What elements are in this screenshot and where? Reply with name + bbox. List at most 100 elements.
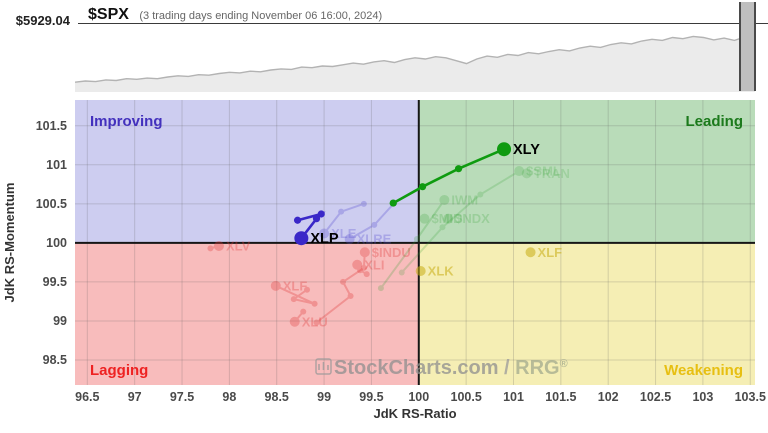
- series-ticker-label[interactable]: XLY: [513, 142, 540, 158]
- ghost-tail-dot: [371, 221, 378, 228]
- ghost-ticker-dot[interactable]: [419, 213, 430, 224]
- ghost-series-xli: XLI: [352, 257, 384, 278]
- ghost-ticker-dot[interactable]: [443, 213, 454, 224]
- y-tick-label: 100: [46, 236, 67, 250]
- x-tick-label: 103: [692, 390, 713, 404]
- ghost-tail-dot: [338, 208, 345, 215]
- ghost-ticker-dot[interactable]: [514, 166, 525, 177]
- ghost-ticker-dot[interactable]: [270, 280, 281, 291]
- ghost-tail-dot: [347, 292, 354, 299]
- ghost-series-iwm: IWM: [377, 192, 478, 292]
- x-tick-label: 98: [222, 390, 236, 404]
- ghost-series-indu: $INDU: [313, 245, 411, 326]
- series-tail-dot: [312, 215, 321, 223]
- series-tail-line: [392, 148, 505, 205]
- quadrant-label-lagging: Lagging: [90, 362, 148, 379]
- x-tick-label: 96.5: [75, 390, 99, 404]
- quadrant-weakening: [418, 242, 755, 385]
- ghost-ticker-label[interactable]: XLK: [428, 264, 455, 279]
- ghost-series-mid: $MID: [419, 211, 463, 226]
- ghost-ticker-label[interactable]: XLF: [283, 278, 308, 293]
- x-tick-label: 97: [128, 390, 142, 404]
- ghost-tail-line: [349, 202, 395, 240]
- x-tick-label: 101: [503, 390, 524, 404]
- sparkline-line: [75, 33, 755, 83]
- ghost-series-xlu: XLU: [289, 308, 328, 329]
- ghost-series-xlf: XLF: [525, 245, 563, 260]
- ghost-ticker-label[interactable]: $SML: [526, 164, 561, 179]
- x-tick-label: 102.5: [640, 390, 671, 404]
- ghost-tail-dot: [439, 224, 446, 231]
- ghost-series-xlv: XLV: [207, 239, 251, 254]
- y-tick-label: 101: [46, 158, 67, 172]
- x-tick-label: 99.5: [359, 390, 383, 404]
- ghost-series-ndx: $NDX: [443, 211, 490, 226]
- ghost-ticker-label[interactable]: IWM: [451, 192, 478, 207]
- series-tail-dot: [389, 199, 397, 207]
- ghost-tail-dot: [363, 271, 370, 278]
- ghost-ticker-dot[interactable]: [319, 228, 330, 239]
- y-tick-label: 99: [53, 314, 67, 328]
- quadrant-improving: [75, 100, 419, 243]
- series-ticker-dot[interactable]: [497, 142, 512, 157]
- ghost-ticker-label[interactable]: $MID: [431, 211, 462, 226]
- ghost-ticker-dot[interactable]: [289, 316, 300, 327]
- quadrant-leading: [418, 100, 755, 243]
- ghost-ticker-label[interactable]: XLI: [364, 257, 384, 272]
- ghost-ticker-dot[interactable]: [521, 168, 532, 179]
- ghost-ticker-label[interactable]: XLRE: [357, 231, 392, 246]
- ghost-tail-line: [380, 199, 446, 289]
- ghost-ticker-dot[interactable]: [525, 247, 536, 258]
- ghost-ticker-label[interactable]: TRAN: [534, 166, 570, 181]
- y-tick-label: 99.5: [43, 275, 67, 289]
- ghost-tail-dot: [360, 200, 367, 207]
- ghost-tail-line: [356, 264, 368, 275]
- ghost-ticker-dot[interactable]: [439, 194, 450, 205]
- ghost-tail-dot: [207, 245, 214, 252]
- x-tick-label: 99: [317, 390, 331, 404]
- ghost-ticker-label[interactable]: $INDU: [372, 245, 411, 260]
- ghost-ticker-dot[interactable]: [344, 233, 355, 244]
- ghost-series-sml: $SML: [398, 164, 561, 276]
- watermark: StockCharts.com / RRG®: [315, 357, 568, 379]
- ghost-ticker-dot[interactable]: [213, 241, 224, 252]
- x-tick-label: 100: [408, 390, 429, 404]
- ghost-ticker-label[interactable]: XLV: [226, 239, 251, 254]
- series-ticker-dot[interactable]: [294, 231, 309, 246]
- ghost-ticker-label[interactable]: XLF: [538, 245, 563, 260]
- ghost-tail-dot: [360, 264, 367, 271]
- ghost-ticker-label[interactable]: XLU: [302, 314, 328, 329]
- ghost-ticker-dot[interactable]: [415, 266, 426, 276]
- ghost-tail-line: [275, 284, 316, 305]
- series-xlp: XLP: [293, 210, 339, 247]
- series-tail-dot: [317, 210, 325, 218]
- ghost-series-xlf: XLF: [270, 278, 318, 307]
- ghost-tail-dot: [377, 285, 384, 292]
- ghost-ticker-dot[interactable]: [359, 247, 370, 258]
- x-tick-label: 97.5: [170, 390, 194, 404]
- ghost-tail-dot: [313, 319, 320, 326]
- series-tail-dot: [418, 183, 427, 191]
- ghost-tail-dot: [304, 286, 311, 293]
- ghost-tail-line: [323, 202, 365, 235]
- ghost-tail-dot: [290, 296, 297, 303]
- chart-header: $SPX (3 trading days ending November 06 …: [88, 6, 382, 24]
- ghost-ticker-dot[interactable]: [352, 259, 363, 270]
- price-level-line: [78, 23, 768, 24]
- ghost-tail-dot: [477, 191, 484, 198]
- quadrant-lagging: [75, 242, 419, 385]
- ghost-ticker-label[interactable]: XLE: [331, 226, 357, 241]
- x-tick-label: 102: [598, 390, 619, 404]
- timeline-slider-handle[interactable]: [739, 2, 756, 91]
- quadrant-label-leading: Leading: [685, 113, 743, 130]
- ghost-tail-line: [400, 170, 520, 274]
- ghost-series-xlk: XLK: [415, 264, 455, 279]
- series-xly: XLY: [389, 142, 540, 207]
- x-tick-label: 103.5: [735, 390, 766, 404]
- sparkline-area: [75, 34, 755, 92]
- series-ticker-label[interactable]: XLP: [310, 231, 339, 247]
- ghost-ticker-label[interactable]: $NDX: [455, 211, 490, 226]
- ghost-tail-dot: [413, 235, 420, 242]
- ghost-tail-line: [315, 252, 366, 324]
- watermark-text: StockCharts.com / RRG®: [334, 357, 568, 379]
